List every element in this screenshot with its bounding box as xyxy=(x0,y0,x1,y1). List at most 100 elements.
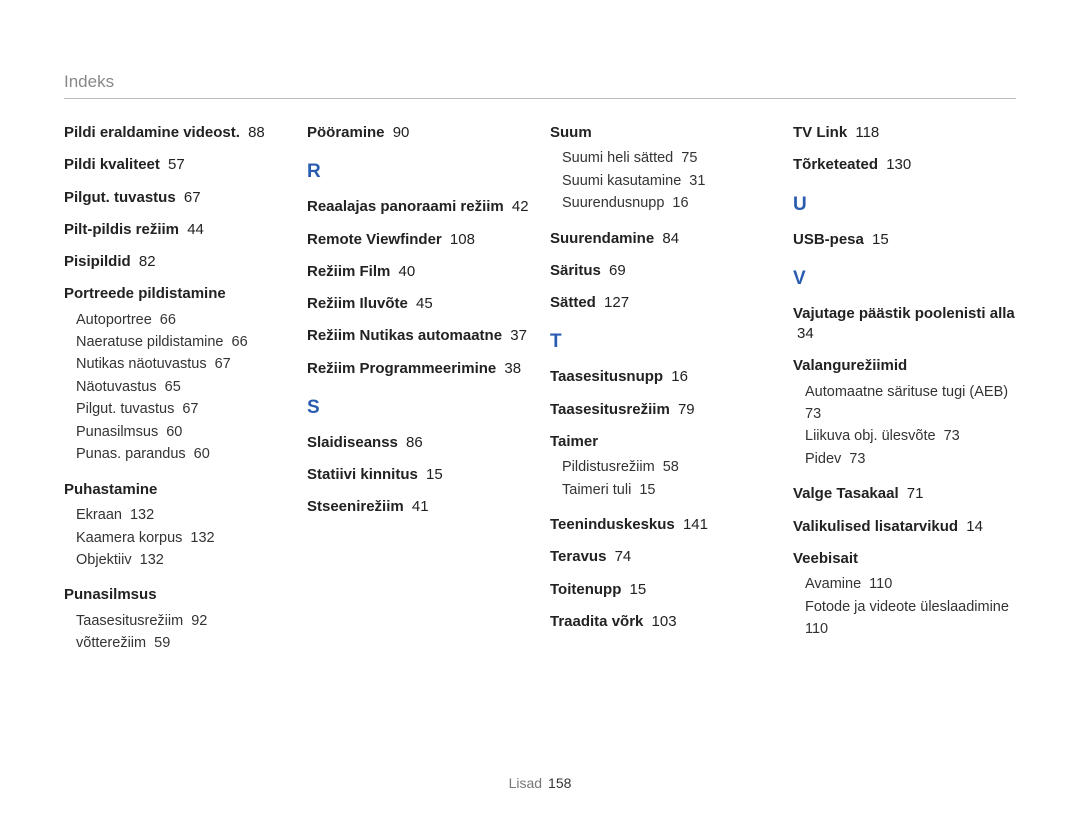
index-entry[interactable]: Suurendamine 84 xyxy=(550,229,773,249)
index-entry-page: 38 xyxy=(500,360,521,377)
index-entry-page: 42 xyxy=(508,198,529,215)
index-entry[interactable]: Remote Viewfinder 108 xyxy=(307,230,530,250)
index-subentry-label: Punasilmsus xyxy=(76,424,158,440)
footer-page-number: 158 xyxy=(548,775,571,791)
index-subentry[interactable]: Näotuvastus 65 xyxy=(64,376,287,398)
index-entry[interactable]: Pildi eraldamine videost. 88 xyxy=(64,123,287,143)
index-entry[interactable]: Valikulised lisatarvikud 14 xyxy=(793,517,1016,537)
index-subentry[interactable]: Naeratuse pildistamine 66 xyxy=(64,331,287,353)
index-subentry-label: Ekraan xyxy=(76,507,122,523)
index-entry-page: 103 xyxy=(647,613,676,630)
index-subitems: Avamine 110Fotode ja videote üleslaadimi… xyxy=(793,573,1016,640)
index-entry-page: 15 xyxy=(868,231,889,248)
index-entry[interactable]: Pilgut. tuvastus 67 xyxy=(64,188,287,208)
index-entry[interactable]: Pilt-pildis režiim 44 xyxy=(64,220,287,240)
index-entry-page: 37 xyxy=(506,327,527,344)
index-entry[interactable]: Puhastamine xyxy=(64,480,287,500)
index-subentry-label: Kaamera korpus xyxy=(76,530,182,546)
page-header: Indeks xyxy=(64,72,1016,99)
index-letter-heading: T xyxy=(550,331,773,353)
index-entry[interactable]: Režiim Iluvõte 45 xyxy=(307,294,530,314)
index-subentry-label: Nutikas näotuvastus xyxy=(76,356,207,372)
index-subentry[interactable]: Liikuva obj. ülesvõte 73 xyxy=(793,425,1016,447)
index-subentry[interactable]: Pildistusrežiim 58 xyxy=(550,456,773,478)
index-subentry-page: 110 xyxy=(865,576,892,592)
index-entry[interactable]: Taasesitusrežiim 79 xyxy=(550,400,773,420)
index-subentry[interactable]: Ekraan 132 xyxy=(64,504,287,526)
index-letter-heading: R xyxy=(307,161,530,183)
index-entry[interactable]: Valge Tasakaal 71 xyxy=(793,484,1016,504)
index-subentry[interactable]: Punasilmsus 60 xyxy=(64,421,287,443)
index-entry-group: PuhastamineEkraan 132Kaamera korpus 132O… xyxy=(64,480,287,572)
index-entry-label: Režiim Nutikas automaatne xyxy=(307,327,502,344)
index-entry[interactable]: Režiim Nutikas automaatne 37 xyxy=(307,326,530,346)
index-subentry-page: 15 xyxy=(635,482,655,498)
index-subentry[interactable]: Autoportree 66 xyxy=(64,309,287,331)
index-entry[interactable]: Pildi kvaliteet 57 xyxy=(64,155,287,175)
index-subentry[interactable]: Pidev 73 xyxy=(793,448,1016,470)
index-entry-page: 44 xyxy=(183,221,204,238)
index-subentry[interactable]: Suumi heli sätted 75 xyxy=(550,147,773,169)
index-entry[interactable]: Statiivi kinnitus 15 xyxy=(307,465,530,485)
index-subentry[interactable]: Suumi kasutamine 31 xyxy=(550,170,773,192)
index-subentry-page: 65 xyxy=(161,379,181,395)
index-subentry[interactable]: Pilgut. tuvastus 67 xyxy=(64,398,287,420)
index-subentry-page: 73 xyxy=(940,428,960,444)
index-entry[interactable]: Režiim Programmeerimine 38 xyxy=(307,359,530,379)
index-subentry-label: Taasesitusrežiim xyxy=(76,613,183,629)
index-entry[interactable]: Teeninduskeskus 141 xyxy=(550,515,773,535)
index-subentry-page: 132 xyxy=(186,530,214,546)
index-column: TV Link 118Tõrketeated 130UUSB-pesa 15VV… xyxy=(793,123,1016,669)
index-subentry-page: 59 xyxy=(150,635,170,651)
index-entry[interactable]: Vajutage päästik poolenisti alla 34 xyxy=(793,304,1016,345)
index-subentry-label: Punas. parandus xyxy=(76,446,186,462)
index-subentry[interactable]: Nutikas näotuvastus 67 xyxy=(64,353,287,375)
index-entry[interactable]: Tõrketeated 130 xyxy=(793,155,1016,175)
index-subentry[interactable]: Fotode ja videote üleslaadimine 110 xyxy=(793,596,1016,641)
index-entry[interactable]: Reaalajas panoraami režiim 42 xyxy=(307,197,530,217)
index-entry-page: 86 xyxy=(402,434,423,451)
index-subentry[interactable]: Taasesitusrežiim 92 xyxy=(64,610,287,632)
index-entry-page: 14 xyxy=(962,518,983,535)
index-subentry[interactable]: võtterežiim 59 xyxy=(64,632,287,654)
index-subentry-label: Naeratuse pildistamine xyxy=(76,334,224,350)
index-subentry-page: 16 xyxy=(668,195,688,211)
index-entry[interactable]: Režiim Film 40 xyxy=(307,262,530,282)
index-entry[interactable]: Veebisait xyxy=(793,549,1016,569)
index-entry[interactable]: Pööramine 90 xyxy=(307,123,530,143)
index-entry[interactable]: Toitenupp 15 xyxy=(550,580,773,600)
index-entry[interactable]: Suum xyxy=(550,123,773,143)
index-entry-page: 15 xyxy=(625,581,646,598)
index-entry[interactable]: Portreede pildistamine xyxy=(64,284,287,304)
index-entry[interactable]: Sätted 127 xyxy=(550,293,773,313)
index-subentry[interactable]: Suurendusnupp 16 xyxy=(550,192,773,214)
index-entry-page: 67 xyxy=(180,189,201,206)
index-entry[interactable]: Taimer xyxy=(550,432,773,452)
index-subentry-label: Pilgut. tuvastus xyxy=(76,401,174,417)
index-subentry[interactable]: Kaamera korpus 132 xyxy=(64,527,287,549)
index-entry[interactable]: Pisipildid 82 xyxy=(64,252,287,272)
index-entry[interactable]: TV Link 118 xyxy=(793,123,1016,143)
index-entry[interactable]: Teravus 74 xyxy=(550,547,773,567)
index-entry[interactable]: Punasilmsus xyxy=(64,585,287,605)
index-entry-label: Tõrketeated xyxy=(793,156,878,173)
index-subentry[interactable]: Avamine 110 xyxy=(793,573,1016,595)
index-subentry-page: 58 xyxy=(659,459,679,475)
index-subentry[interactable]: Taimeri tuli 15 xyxy=(550,479,773,501)
index-entry[interactable]: Traadita võrk 103 xyxy=(550,612,773,632)
index-entry[interactable]: USB-pesa 15 xyxy=(793,230,1016,250)
index-subentry-label: Suumi heli sätted xyxy=(562,150,673,166)
index-subentry[interactable]: Automaatne särituse tugi (AEB) 73 xyxy=(793,381,1016,426)
index-subentry[interactable]: Punas. parandus 60 xyxy=(64,443,287,465)
index-entry[interactable]: Säritus 69 xyxy=(550,261,773,281)
index-subentry-page: 132 xyxy=(126,507,154,523)
index-entry[interactable]: Valangurežiimid xyxy=(793,356,1016,376)
index-entry-label: Traadita võrk xyxy=(550,613,643,630)
index-subentry[interactable]: Objektiiv 132 xyxy=(64,549,287,571)
index-entry-label: Stseenirežiim xyxy=(307,498,404,515)
index-entry[interactable]: Stseenirežiim 41 xyxy=(307,497,530,517)
index-entry-label: Valangurežiimid xyxy=(793,357,907,374)
index-entry[interactable]: Taasesitusnupp 16 xyxy=(550,367,773,387)
index-entry[interactable]: Slaidiseanss 86 xyxy=(307,433,530,453)
index-entry-page: 79 xyxy=(674,401,695,418)
